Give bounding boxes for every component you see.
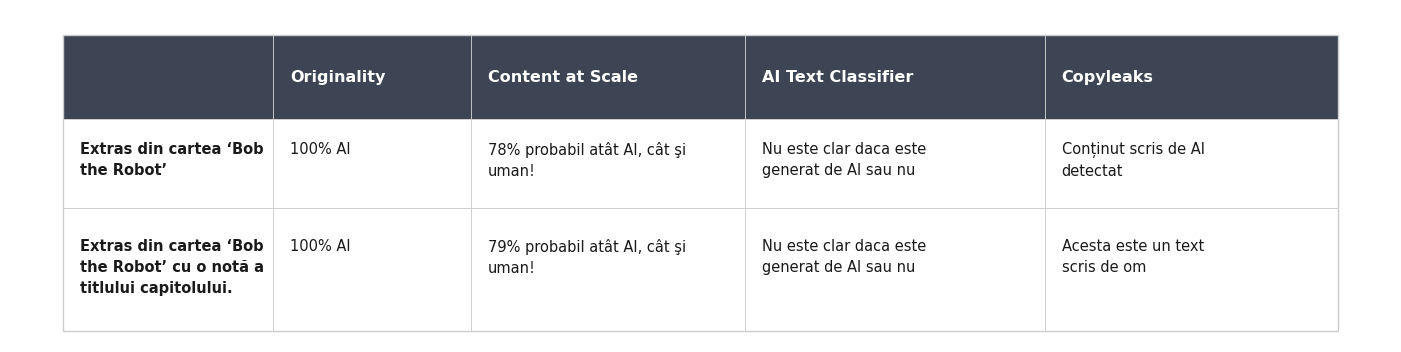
Text: Conținut scris de AI
detectat: Conținut scris de AI detectat <box>1062 142 1205 179</box>
Bar <box>471 119 745 208</box>
Bar <box>471 35 745 119</box>
Bar <box>273 208 471 331</box>
Text: AI Text Classifier: AI Text Classifier <box>762 70 913 85</box>
Bar <box>745 208 1045 331</box>
Text: 100% AI: 100% AI <box>290 239 350 254</box>
Bar <box>745 119 1045 208</box>
Text: 78% probabil atât AI, cât şi
uman!: 78% probabil atât AI, cât şi uman! <box>488 142 686 179</box>
Text: Copyleaks: Copyleaks <box>1062 70 1153 85</box>
Text: Content at Scale: Content at Scale <box>488 70 637 85</box>
Bar <box>273 35 471 119</box>
Text: 79% probabil atât AI, cât şi
uman!: 79% probabil atât AI, cât şi uman! <box>488 239 686 276</box>
Text: Extras din cartea ‘Bob
the Robot’: Extras din cartea ‘Bob the Robot’ <box>80 142 263 178</box>
Bar <box>63 35 273 119</box>
Bar <box>1045 119 1338 208</box>
Text: Nu este clar daca este
generat de AI sau nu: Nu este clar daca este generat de AI sau… <box>762 239 926 275</box>
Text: Acesta este un text
scris de om: Acesta este un text scris de om <box>1062 239 1203 275</box>
Text: Extras din cartea ‘Bob
the Robot’ cu o notă a
titlului capitolului.: Extras din cartea ‘Bob the Robot’ cu o n… <box>80 239 263 296</box>
Bar <box>745 35 1045 119</box>
Bar <box>63 35 1338 331</box>
Text: 100% AI: 100% AI <box>290 142 350 157</box>
Bar <box>1045 35 1338 119</box>
Text: Originality: Originality <box>290 70 385 85</box>
Bar <box>63 119 273 208</box>
Bar <box>471 208 745 331</box>
Bar <box>1045 208 1338 331</box>
Bar <box>273 119 471 208</box>
Bar <box>63 208 273 331</box>
Text: Nu este clar daca este
generat de AI sau nu: Nu este clar daca este generat de AI sau… <box>762 142 926 178</box>
